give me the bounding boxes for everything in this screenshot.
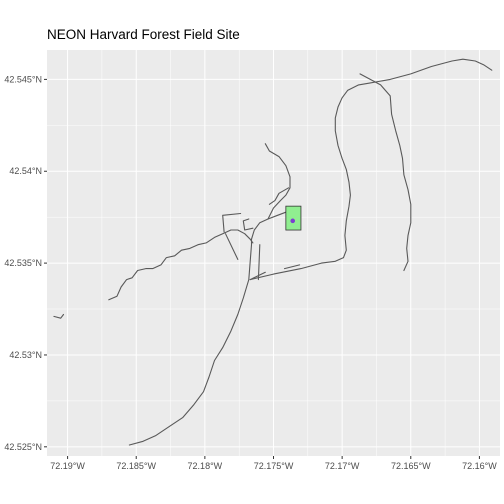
road-line <box>283 264 301 270</box>
road-line <box>359 73 412 272</box>
x-tick-label: 72.18°W <box>188 461 223 471</box>
x-tick-label: 72.17°W <box>325 461 360 471</box>
x-tick-label: 72.185°W <box>116 461 156 471</box>
road-line <box>268 187 290 205</box>
road-line <box>108 229 254 301</box>
x-tick-label: 72.16°W <box>462 461 497 471</box>
y-tick-label: 42.54°N <box>9 166 42 176</box>
road-line <box>334 58 493 259</box>
y-tick-label: 42.545°N <box>4 74 42 84</box>
y-tick-label: 42.525°N <box>4 442 42 452</box>
road-line <box>264 143 291 220</box>
map-title: NEON Harvard Forest Field Site <box>47 27 240 42</box>
x-tick-label: 72.175°W <box>254 461 294 471</box>
road-line <box>249 271 266 281</box>
x-axis: 72.19°W 72.185°W 72.18°W 72.175°W 72.17°W 72.… <box>50 456 497 471</box>
field-site-plot <box>285 205 302 231</box>
road-line <box>242 218 254 231</box>
y-tick-label: 42.535°N <box>4 258 42 268</box>
road-line <box>224 233 239 260</box>
road-line <box>257 244 261 281</box>
x-tick-label: 72.19°W <box>50 461 85 471</box>
tower-point <box>290 218 296 224</box>
road-line <box>249 257 345 281</box>
y-axis: 42.525°N 42.53°N 42.535°N 42.54°N 42.545°N <box>4 74 47 452</box>
roads-layer <box>53 58 493 446</box>
plot-layer <box>285 205 302 231</box>
road-line <box>128 209 295 446</box>
x-tick-label: 72.165°W <box>391 461 431 471</box>
road-line <box>222 212 242 233</box>
road-line <box>53 313 65 319</box>
y-tick-label: 42.53°N <box>9 350 42 360</box>
